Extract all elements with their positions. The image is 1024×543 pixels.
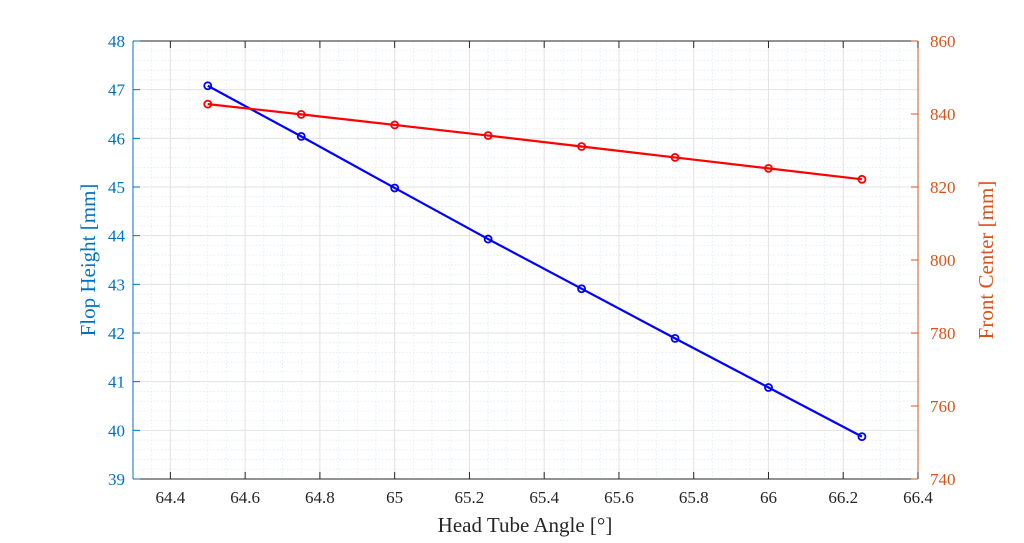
y-left-tick-label: 39 [108,470,125,489]
x-tick-label: 65.4 [529,488,559,507]
data-point-marker [764,163,773,173]
x-tick-label: 66.2 [828,488,858,507]
x-tick-label: 65.6 [604,488,634,507]
data-point-marker [203,99,213,109]
series-layer [203,81,867,442]
y-left-tick-label: 42 [108,324,125,343]
y-axis-left-label: Flop Height [mm] [76,184,100,337]
data-point-marker [483,131,493,140]
data-point-marker [764,383,773,392]
y-left-tick-label: 43 [108,275,125,294]
y-left-tick-label: 47 [108,81,126,100]
x-axis-label: Head Tube Angle [°] [438,513,613,537]
series-line-flop-height [207,84,863,438]
x-tick-label: 64.6 [230,488,260,507]
y-left-tick-label: 40 [108,421,125,440]
y-right-tick-label: 840 [930,105,956,124]
x-tick-label: 65 [386,488,403,507]
data-point-marker [390,120,400,130]
y-left-tick-label: 45 [108,178,125,197]
y-right-tick-label: 860 [930,32,956,51]
data-point-marker [857,174,867,184]
y-right-tick-label: 740 [930,470,956,489]
x-tick-label: 65.8 [679,488,709,507]
y-right-tick-label: 800 [930,251,956,270]
axes: 64.4 64.6 64.8 65 65.2 65.4 65.6 65.8 66 66.2 66.4… [108,32,956,507]
y-right-tick-label: 820 [930,178,956,197]
x-tick-label: 66.4 [903,488,933,507]
data-point-marker [483,234,493,244]
y-left-tick-label: 41 [108,373,125,392]
y-left-tick-label: 46 [108,129,125,148]
x-tick-label: 66 [760,488,777,507]
data-point-marker [203,81,213,91]
y-left-tick-label: 48 [108,32,125,51]
y-left-tick-label: 44 [108,227,126,246]
y-right-tick-label: 760 [930,397,956,416]
data-point-marker [577,284,586,294]
data-point-marker [670,333,680,343]
data-point-marker [577,142,586,151]
y-right-tick-label: 780 [930,324,956,343]
series-line-front-center [207,103,863,181]
data-point-marker [296,131,306,141]
data-point-marker [670,153,680,162]
x-tick-label: 64.4 [156,488,186,507]
data-point-marker [296,109,306,119]
y-axis-right-label: Front Center [mm] [974,181,998,340]
x-tick-label: 64.8 [305,488,335,507]
data-point-marker [857,432,867,442]
grid [132,40,919,480]
x-tick-label: 65.2 [455,488,485,507]
data-point-marker [390,183,400,193]
